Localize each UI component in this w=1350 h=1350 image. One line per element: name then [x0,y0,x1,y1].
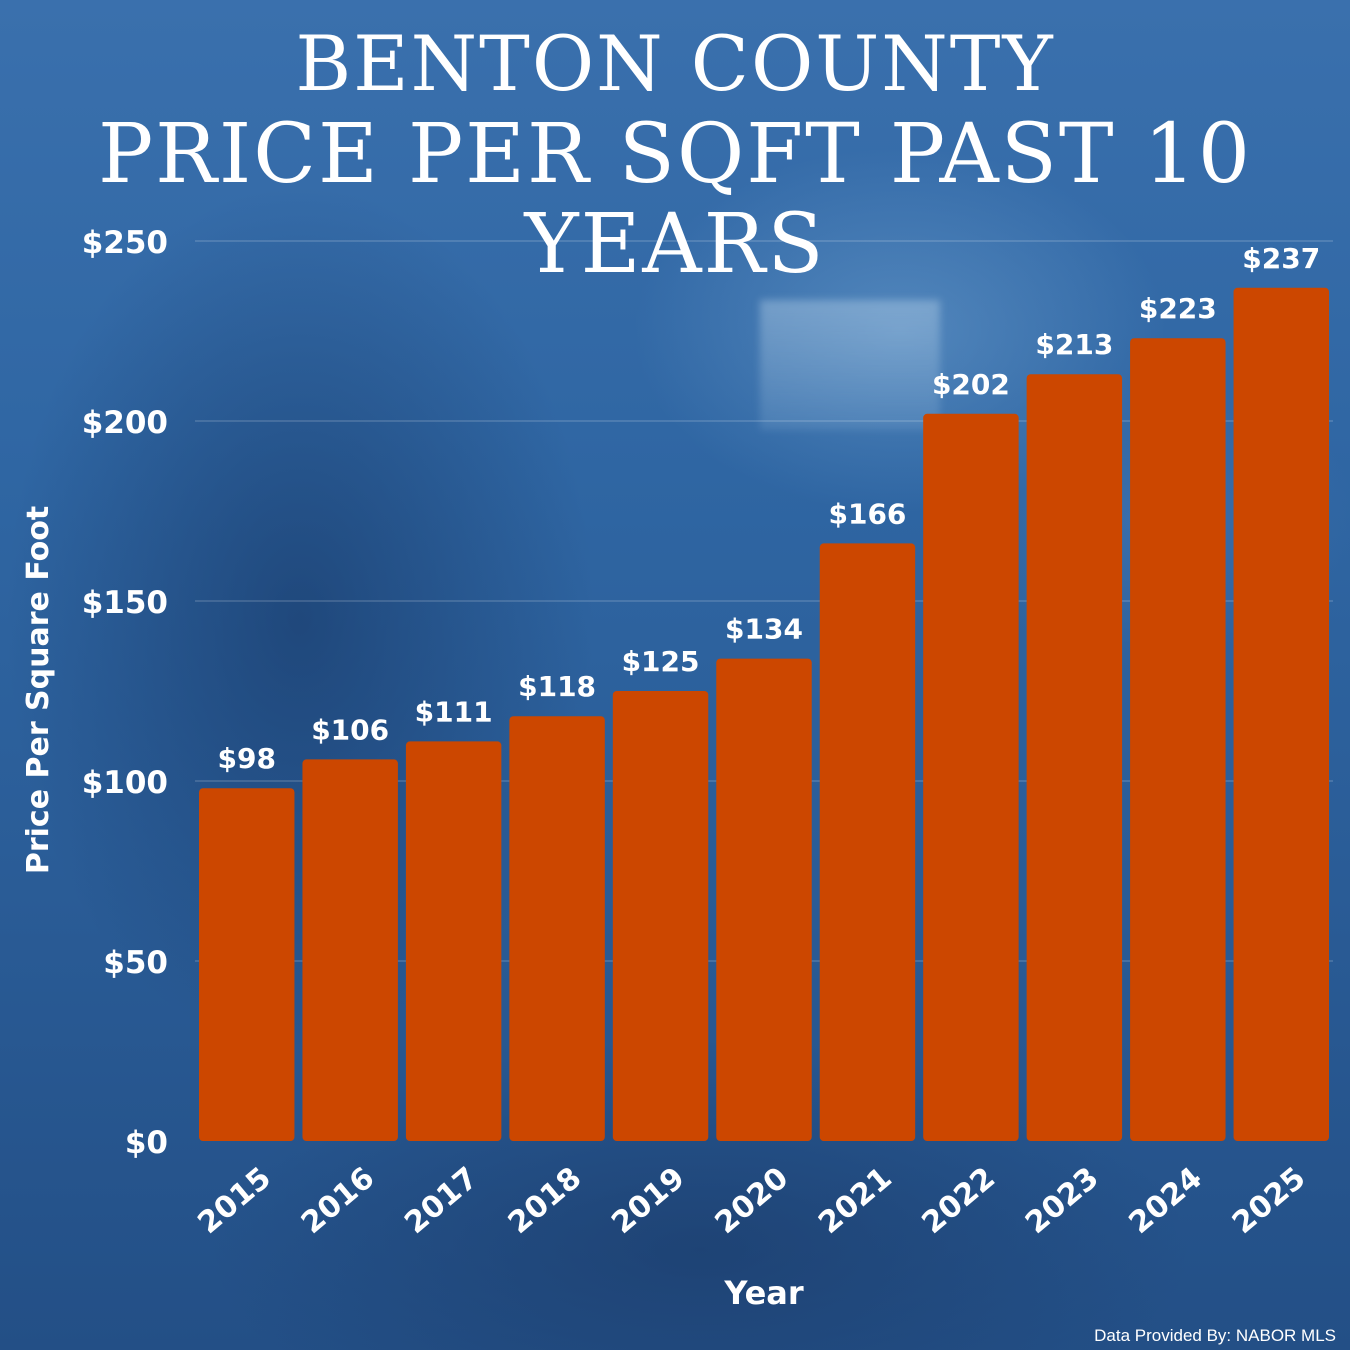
bar-2016 [302,759,398,1141]
bar-value-label: $134 [725,613,803,646]
bar-2025 [1233,287,1329,1141]
y-tick-label: $0 [125,1125,168,1161]
x-tick-label: 2024 [1122,1160,1208,1240]
bar-value-label: $202 [932,368,1010,401]
bar-value-label: $106 [311,713,389,746]
bar-value-label: $111 [415,695,493,728]
bar-value-label: $98 [218,742,276,775]
bar-2017 [405,741,502,1141]
x-tick-label: 2020 [709,1160,795,1240]
y-tick-label: $150 [82,585,168,621]
x-tick-label: 2025 [1226,1160,1312,1240]
bar-value-label: $125 [622,645,700,678]
bar-2018 [509,716,605,1141]
x-tick-label: 2018 [502,1160,588,1240]
y-tick-label: $100 [82,765,168,801]
bar-2015 [199,788,295,1141]
x-tick-label: 2022 [916,1160,1002,1240]
bar-value-label: $223 [1139,292,1217,325]
data-credit: Data Provided By: NABOR MLS [1094,1326,1336,1345]
y-tick-label: $200 [82,405,168,441]
y-axis-ticks: $0 $50 $100 $150 $200 $250 [82,225,168,1161]
data-labels: $98 $106 $111 $118 $125 $134 $166 $202 $213 $223 $… [218,242,1321,775]
y-tick-label: $50 [103,945,168,981]
bar-2021 [819,543,916,1141]
waterfall-graphic [760,300,940,430]
bars [199,287,1329,1141]
x-tick-label: 2016 [295,1160,381,1240]
title-line-1: BENTON COUNTY [295,19,1055,108]
x-axis-ticks: 2015 2016 2017 2018 2019 2020 2021 2022 2023 2024… [191,1160,1312,1240]
bar-value-label: $118 [518,670,596,703]
x-tick-label: 2021 [812,1160,898,1240]
title-line-2: PRICE PER SQFT PAST 10 YEARS [97,107,1252,292]
y-axis-label: Price Per Square Foot [21,506,56,874]
x-tick-label: 2017 [398,1160,484,1240]
bar-2024 [1130,338,1226,1141]
bar-2022 [923,413,1019,1141]
y-tick-label: $250 [82,225,168,261]
bar-value-label: $213 [1035,328,1113,361]
x-tick-label: 2019 [605,1160,691,1240]
x-tick-label: 2015 [191,1160,277,1240]
bar-2020 [716,658,812,1141]
bar-value-label: $166 [828,497,906,530]
x-axis-label: Year [723,1274,804,1312]
bar-2019 [612,691,709,1141]
bar-2023 [1026,374,1123,1141]
bar-value-label: $237 [1242,242,1320,275]
x-tick-label: 2023 [1019,1160,1105,1240]
